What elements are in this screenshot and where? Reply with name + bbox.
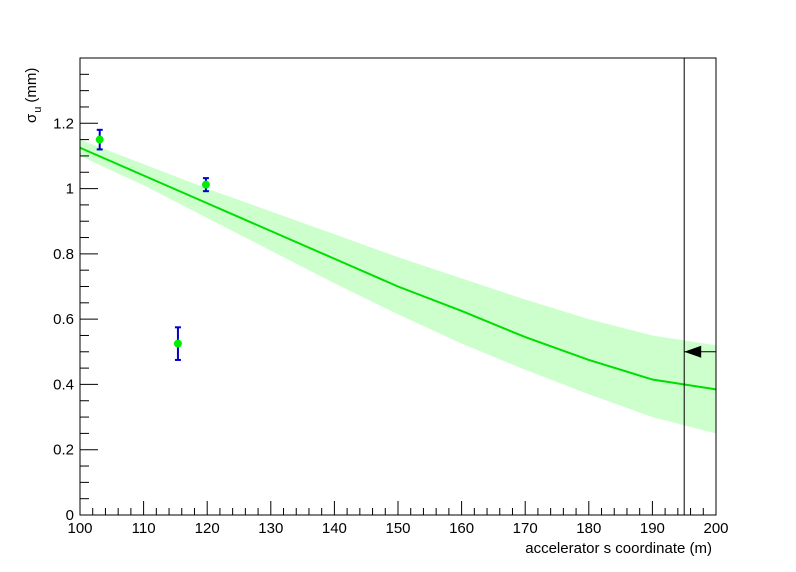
x-tick-label: 160 (449, 520, 474, 537)
arrow-head (684, 345, 702, 358)
x-tick-label: 120 (195, 520, 220, 537)
y-tick-label: 1.2 (53, 115, 74, 132)
data-point-marker (173, 339, 182, 348)
axes-layer: 100 110 120 130 140 150 160 170 180 190 200 0 0.2 0.4… (53, 57, 729, 537)
arrow-layer (684, 345, 716, 358)
y-axis-title-symbol: σ (23, 113, 40, 123)
y-axis-title-subscript: u (32, 107, 44, 113)
x-tick-label: 100 (67, 520, 92, 537)
data-point-1 (95, 128, 104, 151)
x-tick-label: 200 (703, 520, 728, 537)
data-points-layer (95, 128, 210, 361)
x-tick-label: 180 (576, 520, 601, 537)
fit-line-layer (79, 146, 717, 391)
data-point-marker (95, 135, 104, 144)
x-tick-label: 170 (513, 520, 538, 537)
x-tick-label: 140 (322, 520, 347, 537)
x-tick-label: 150 (385, 520, 410, 537)
x-tick-label: 190 (640, 520, 665, 537)
x-tick-label: 110 (132, 520, 156, 537)
y-tick-label: 1 (66, 181, 74, 198)
data-point-marker (201, 180, 210, 189)
y-axis-title-unit: (mm) (23, 68, 40, 103)
y-axis-title: σu (mm) (23, 68, 44, 123)
x-axis-title: accelerator s coordinate (m) (525, 540, 712, 557)
y-tick-label: 0.6 (53, 311, 74, 328)
y-tick-label: 0 (66, 507, 74, 524)
y-tick-label: 0.8 (53, 246, 74, 263)
y-tick-label: 0.4 (53, 376, 74, 393)
x-tick-label: 130 (258, 520, 283, 537)
y-tick-label: 0.2 (53, 442, 74, 459)
data-point-2 (173, 326, 182, 361)
data-point-3 (201, 177, 210, 193)
fit-line (79, 146, 717, 391)
